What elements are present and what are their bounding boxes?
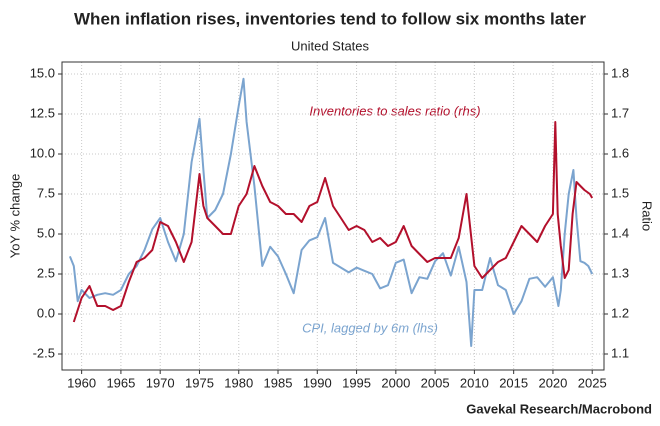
y2-tick-label: 1.1: [611, 345, 629, 360]
x-tick-label: 1995: [342, 375, 371, 390]
y-tick-label: 12.5: [30, 105, 55, 120]
y2-axis-label: Ratio: [640, 201, 655, 231]
y2-tick-label: 1.4: [611, 225, 629, 240]
series-line: [68, 77, 594, 347]
y-tick-label: 2.5: [37, 265, 55, 280]
y-tick-label: -2.5: [33, 345, 55, 360]
x-tick-label: 2020: [538, 375, 567, 390]
y2-tick-label: 1.2: [611, 305, 629, 320]
y2-tick-label: 1.8: [611, 65, 629, 80]
y-tick-label: 7.5: [37, 185, 55, 200]
x-tick-label: 2015: [499, 375, 528, 390]
x-tick-label: 1975: [185, 375, 214, 390]
y2-tick-label: 1.3: [611, 265, 629, 280]
y-tick-label: 0.0: [37, 305, 55, 320]
x-tick-label: 2010: [460, 375, 489, 390]
y-tick-label: 10.0: [30, 145, 55, 160]
x-tick-label: 2005: [421, 375, 450, 390]
x-tick-label: 1960: [67, 375, 96, 390]
y-tick-label: 5.0: [37, 225, 55, 240]
x-tick-label: 2025: [578, 375, 607, 390]
x-tick-label: 1970: [146, 375, 175, 390]
y2-tick-label: 1.7: [611, 105, 629, 120]
x-tick-label: 2000: [381, 375, 410, 390]
plot-frame: [61, 61, 605, 371]
y2-tick-label: 1.5: [611, 185, 629, 200]
y-axis-label: YoY % change: [7, 174, 22, 259]
chart-subtitle: United States: [291, 38, 370, 53]
series-line: [72, 121, 594, 323]
annotation: Inventories to sales ratio (rhs): [309, 103, 480, 118]
x-tick-label: 1985: [264, 375, 293, 390]
x-tick-label: 1965: [106, 375, 135, 390]
y-tick-label: 15.0: [30, 65, 55, 80]
source: Gavekal Research/Macrobond: [466, 401, 652, 416]
annotation: CPI, lagged by 6m (lhs): [302, 320, 438, 335]
x-tick-label: 1990: [303, 375, 332, 390]
y2-tick-label: 1.6: [611, 145, 629, 160]
x-tick-label: 1980: [224, 375, 253, 390]
chart-title: When inflation rises, inventories tend t…: [74, 9, 586, 28]
